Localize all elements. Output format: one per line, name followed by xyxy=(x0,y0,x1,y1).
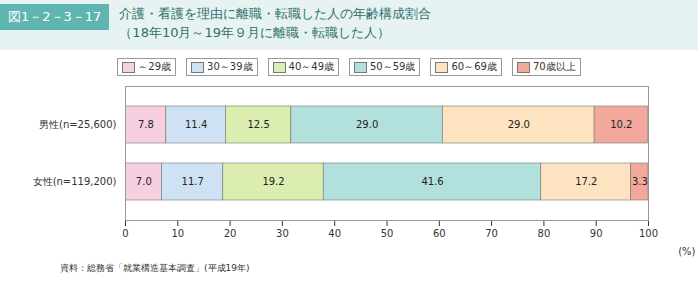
svg-text:50: 50 xyxy=(381,228,394,239)
svg-text:60: 60 xyxy=(433,228,446,239)
svg-text:19.2: 19.2 xyxy=(262,176,284,187)
svg-text:41.6: 41.6 xyxy=(421,176,443,187)
svg-text:17.2: 17.2 xyxy=(575,176,597,187)
html-text:70歳以上: 70歳以上 xyxy=(532,61,576,72)
svg-text:7.0: 7.0 xyxy=(136,176,152,187)
svg-text:男性(n=25,600): 男性(n=25,600) xyxy=(39,119,117,130)
svg-text:10: 10 xyxy=(171,228,184,239)
html-text:図1－2－3－17: 図1－2－3－17 xyxy=(8,9,102,24)
svg-text:70: 70 xyxy=(485,228,498,239)
svg-text:11.4: 11.4 xyxy=(185,119,207,130)
html-text:50～59歳: 50～59歳 xyxy=(370,61,416,72)
html-text:30～39歳: 30～39歳 xyxy=(207,61,253,72)
html-text:60～69歳: 60～69歳 xyxy=(451,61,497,72)
html-text:～29歳: ～29歳 xyxy=(138,61,172,72)
svg-text:10.2: 10.2 xyxy=(610,119,632,130)
svg-text:11.7: 11.7 xyxy=(182,176,204,187)
html-text:介護・看護を理由に離職・転職した人の年齢構成割合: 介護・看護を理由に離職・転職した人の年齢構成割合 xyxy=(119,6,432,21)
svg-text:7.8: 7.8 xyxy=(138,119,154,130)
svg-text:女性(n=119,200): 女性(n=119,200) xyxy=(33,176,117,187)
svg-text:29.0: 29.0 xyxy=(508,119,530,130)
svg-text:29.0: 29.0 xyxy=(356,119,378,130)
svg-text:3.3: 3.3 xyxy=(632,176,648,187)
svg-text:80: 80 xyxy=(538,228,551,239)
html-text:資料：総務省「就業構造基本調査」(平成19年): 資料：総務省「就業構造基本調査」(平成19年) xyxy=(60,263,250,273)
svg-text:40: 40 xyxy=(328,228,341,239)
html-text:40～49歳: 40～49歳 xyxy=(288,61,334,72)
svg-text:20: 20 xyxy=(224,228,237,239)
svg-text:90: 90 xyxy=(590,228,603,239)
svg-text:(%): (%) xyxy=(678,246,695,257)
svg-text:100: 100 xyxy=(639,228,658,239)
svg-text:12.5: 12.5 xyxy=(247,119,269,130)
html-text:（18年10月～19年９月に離職・転職した人）: （18年10月～19年９月に離職・転職した人） xyxy=(119,25,390,40)
svg-text:0: 0 xyxy=(122,228,128,239)
svg-text:30: 30 xyxy=(276,228,289,239)
